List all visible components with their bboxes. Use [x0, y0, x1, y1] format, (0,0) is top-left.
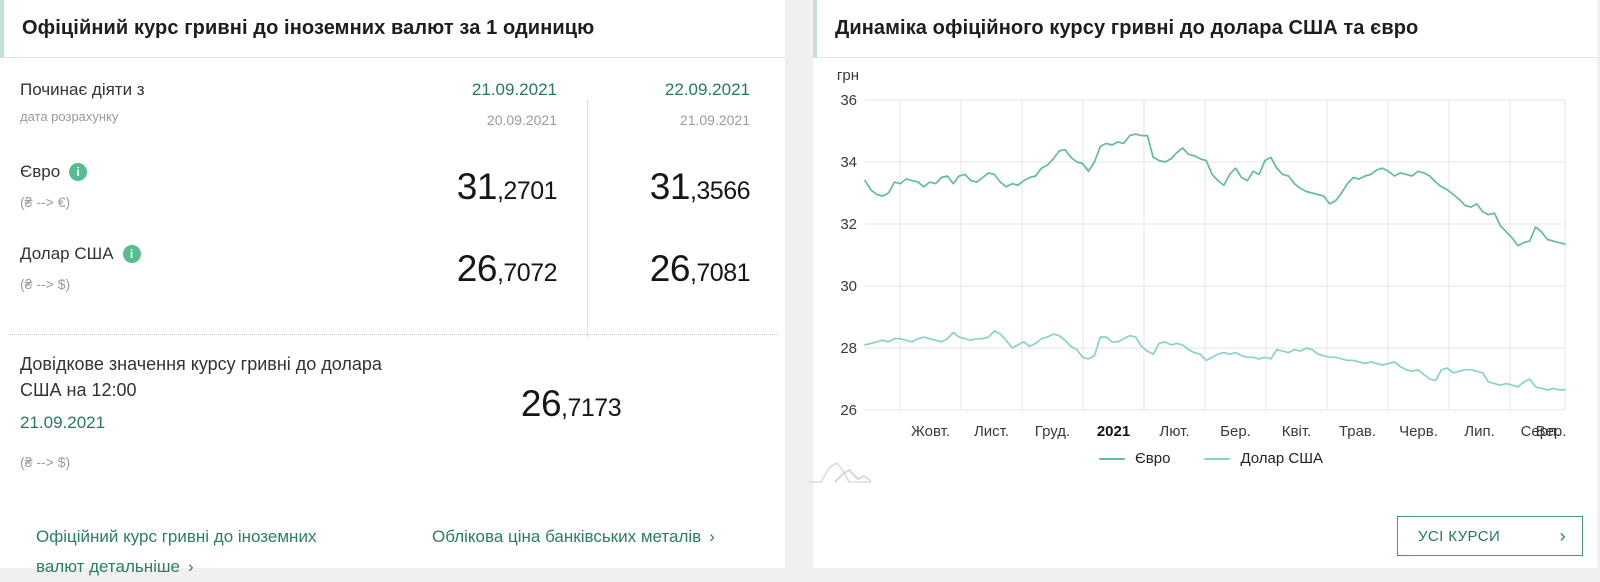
usd-rate-col2: 26,7081	[649, 248, 751, 289]
svg-text:34: 34	[840, 154, 857, 171]
rates-chart-svg: грн 36 34 32 30 28 26 Жовт. Лист. Груд. 2021 Лют. Бе…	[837, 67, 1567, 440]
euro-rate-row: Євро i (₴ --> €) 31,2701 31,3566	[0, 162, 785, 210]
euro-label: Євро	[20, 162, 61, 181]
rates-dynamics-header: Динаміка офіційного курсу гривні до дола…	[813, 0, 1597, 58]
usd-rate-col1: 26,7072	[456, 248, 558, 289]
usd-pair-label: (₴ --> $)	[20, 276, 71, 292]
reference-rate-value: 26,7173	[520, 383, 622, 424]
reference-pair-label: (₴ --> $)	[20, 453, 71, 470]
svg-text:Бер.: Бер.	[1220, 423, 1251, 440]
official-rates-detail-link[interactable]: Офіційний курс гривні до іноземних валют…	[36, 527, 317, 576]
column-divider	[587, 100, 588, 338]
mountains-decoration-icon	[809, 461, 872, 483]
rates-dynamics-panel: Динаміка офіційного курсу гривні до дола…	[809, 0, 1597, 568]
svg-text:Груд.: Груд.	[1035, 423, 1070, 440]
svg-text:Черв.: Черв.	[1399, 423, 1438, 440]
rates-dynamics-title: Динаміка офіційного курсу гривні до дола…	[835, 17, 1419, 39]
svg-text:Жовт.: Жовт.	[911, 423, 950, 440]
all-rates-button[interactable]: УСІ КУРСИ ›	[1397, 516, 1583, 556]
svg-text:Квіт.: Квіт.	[1282, 423, 1311, 440]
svg-text:Трав.: Трав.	[1339, 423, 1376, 440]
effective-label: Починає діяти з	[20, 80, 145, 99]
legend-label: Євро	[1135, 450, 1171, 467]
calc-date-col1: 20.09.2021	[486, 112, 557, 128]
euro-pair-label: (₴ --> €)	[20, 194, 71, 210]
svg-text:Лют.: Лют.	[1159, 423, 1189, 440]
legend-item-долар-сша[interactable]: Долар США	[1204, 450, 1323, 467]
svg-text:26: 26	[840, 402, 857, 419]
calc-date-label: дата розрахунку	[20, 109, 119, 124]
reference-label: Довідкове значення курсу гривні до долар…	[20, 354, 382, 401]
euro-info-icon[interactable]: i	[69, 163, 88, 181]
svg-text:28: 28	[840, 340, 857, 357]
usd-rate-row: Долар США i (₴ --> $) 26,7072 26,7081	[0, 244, 785, 292]
svg-text:32: 32	[840, 216, 857, 233]
euro-rate-col1: 31,2701	[456, 166, 558, 207]
reference-rate-row: Довідкове значення курсу гривні до долар…	[0, 335, 785, 472]
svg-text:2021: 2021	[1097, 423, 1130, 440]
svg-text:Лист.: Лист.	[974, 423, 1009, 440]
chevron-right-icon: ›	[188, 556, 194, 576]
effective-dates-row: Починає діяти з дата розрахунку 21.09.20…	[0, 80, 785, 128]
chart-legend: Євро Долар США	[825, 450, 1597, 467]
rates-chart-container: грн 36 34 32 30 28 26 Жовт. Лист. Груд. 2021 Лют. Бе…	[813, 58, 1597, 467]
chevron-right-icon: ›	[1559, 525, 1566, 546]
chevron-right-icon: ›	[709, 527, 715, 547]
legend-label: Долар США	[1240, 450, 1323, 467]
official-rates-title: Офіційний курс гривні до іноземних валют…	[22, 17, 595, 39]
effective-date-col1: 21.09.2021	[471, 80, 557, 99]
svg-text:грн: грн	[837, 67, 859, 84]
usd-info-icon[interactable]: i	[122, 245, 141, 263]
bank-metals-link[interactable]: Облікова ціна банківських металів ›	[432, 527, 715, 547]
usd-label: Долар США	[20, 244, 114, 263]
calc-date-col2: 21.09.2021	[679, 112, 750, 128]
official-rates-panel: Офіційний курс гривні до іноземних валют…	[0, 0, 785, 576]
svg-text:36: 36	[840, 92, 857, 109]
euro-rate-col2: 31,3566	[649, 166, 751, 207]
svg-text:30: 30	[840, 278, 857, 295]
links-row: Офіційний курс гривні до іноземних валют…	[0, 522, 785, 582]
svg-text:Лип.: Лип.	[1464, 423, 1495, 440]
svg-text:Серп.: Серп.	[1521, 423, 1561, 440]
svg-text:Вер.: Вер.	[1536, 423, 1567, 440]
legend-item-євро[interactable]: Євро	[1099, 450, 1170, 467]
rates-body: Починає діяти з дата розрахунку 21.09.20…	[0, 80, 785, 582]
legend-line-icon	[1204, 457, 1231, 460]
effective-date-col2: 22.09.2021	[664, 80, 750, 99]
section-divider	[8, 334, 777, 335]
reference-date: 21.09.2021	[20, 413, 106, 433]
legend-line-icon	[1099, 457, 1126, 460]
official-rates-header: Офіційний курс гривні до іноземних валют…	[0, 0, 785, 58]
